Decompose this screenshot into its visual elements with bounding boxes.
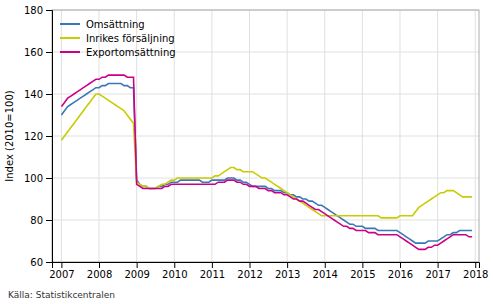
x-tick-mark <box>212 262 213 268</box>
y-tick-mark <box>46 178 52 179</box>
grid-line-x <box>399 10 400 262</box>
x-tick-mark <box>400 262 401 268</box>
x-tick-label: 2015 <box>350 269 375 280</box>
legend-swatch <box>60 23 80 25</box>
x-tick: 2016 <box>388 262 413 280</box>
y-tick-label: 100 <box>24 173 43 184</box>
y-tick-label: 180 <box>24 5 43 16</box>
lines <box>61 75 472 249</box>
y-tick-mark <box>46 220 52 221</box>
grid-line-x <box>249 10 250 262</box>
x-tick: 2012 <box>237 262 262 280</box>
y-tick: 180 <box>24 5 52 16</box>
y-axis-title: Index (2010=100) <box>4 90 15 182</box>
legend-swatch <box>60 51 80 53</box>
legend-label: Inrikes försäljning <box>86 33 175 44</box>
grid-line-x <box>211 10 212 262</box>
y-tick-label: 80 <box>30 215 43 226</box>
y-tick-label: 160 <box>24 47 43 58</box>
grid-line-y <box>52 220 479 221</box>
plot: 2007 2008 2009 2010 2011 2012 2013 2014 2015 2016… <box>24 5 489 280</box>
x-tick-mark <box>99 262 100 268</box>
y-tick: 60 <box>30 257 52 268</box>
x-tick-label: 2007 <box>49 269 74 280</box>
y-tick: 80 <box>30 215 52 226</box>
x-tick: 2018 <box>463 262 488 280</box>
grid-line-x <box>324 10 325 262</box>
series-line <box>61 75 472 249</box>
x-tick: 2007 <box>49 262 74 280</box>
x-tick-mark <box>250 262 251 268</box>
y-tick: 120 <box>24 131 52 142</box>
y-tick-mark <box>46 136 52 137</box>
x-axis: 2007 2008 2009 2010 2011 2012 2013 2014 2015 2016… <box>49 262 488 280</box>
grid-line-x <box>475 10 476 262</box>
y-tick-mark <box>46 262 52 263</box>
legend-item: Inrikes försäljning <box>60 33 175 44</box>
x-tick-label: 2017 <box>425 269 450 280</box>
y-tick: 100 <box>24 173 52 184</box>
x-tick: 2013 <box>275 262 300 280</box>
grid-line-x <box>437 10 438 262</box>
x-tick-mark <box>137 262 138 268</box>
x-tick-mark <box>438 262 439 268</box>
y-tick: 160 <box>24 47 52 58</box>
x-tick-mark <box>362 262 363 268</box>
x-tick-label: 2013 <box>275 269 300 280</box>
x-tick-mark <box>475 262 476 268</box>
x-tick: 2017 <box>425 262 450 280</box>
legend-label: Omsättning <box>86 19 145 30</box>
x-axis-line <box>53 263 480 269</box>
legend-swatch <box>60 37 80 39</box>
x-tick-label: 2011 <box>200 269 225 280</box>
x-tick-label: 2010 <box>162 269 187 280</box>
x-tick-label: 2012 <box>237 269 262 280</box>
x-tick-label: 2009 <box>124 269 149 280</box>
source-note: Källa: Statistikcentralen <box>8 290 115 300</box>
chart: 2007 2008 2009 2010 2011 2012 2013 2014 2015 2016… <box>0 0 493 304</box>
grid-line-y <box>52 136 479 137</box>
x-tick: 2008 <box>87 262 112 280</box>
legend: Omsättning Inrikes försäljning Exportomsät… <box>60 19 176 58</box>
x-tick: 2011 <box>200 262 225 280</box>
y-tick-label: 120 <box>24 131 43 142</box>
x-tick-label: 2008 <box>87 269 112 280</box>
x-tick-label: 2016 <box>388 269 413 280</box>
grid-line-y <box>52 94 479 95</box>
x-tick: 2014 <box>313 262 338 280</box>
y-tick-mark <box>46 94 52 95</box>
y-tick-label: 140 <box>24 89 43 100</box>
series-line <box>61 84 472 244</box>
x-tick-mark <box>287 262 288 268</box>
x-tick: 2010 <box>162 262 187 280</box>
legend-label: Exportomsättning <box>86 47 176 58</box>
x-tick: 2009 <box>124 262 149 280</box>
y-tick-label: 60 <box>30 257 43 268</box>
x-tick-label: 2014 <box>313 269 338 280</box>
y-tick-mark <box>46 10 52 11</box>
series-line <box>61 94 472 218</box>
x-tick-mark <box>61 262 62 268</box>
y-tick: 140 <box>24 89 52 100</box>
x-tick-mark <box>325 262 326 268</box>
grid <box>52 10 479 262</box>
grid-line-x <box>287 10 288 262</box>
grid-line-x <box>61 10 62 262</box>
y-tick-mark <box>46 52 52 53</box>
grid-line-x <box>362 10 363 262</box>
x-tick-mark <box>174 262 175 268</box>
legend-item: Exportomsättning <box>60 47 176 58</box>
x-tick-label: 2018 <box>463 269 488 280</box>
x-tick: 2015 <box>350 262 375 280</box>
y-axis-line <box>46 11 53 263</box>
y-axis: 60 80 100 120 140 160 180 <box>24 5 53 268</box>
legend-item: Omsättning <box>60 19 145 30</box>
plot-frame <box>52 10 479 262</box>
